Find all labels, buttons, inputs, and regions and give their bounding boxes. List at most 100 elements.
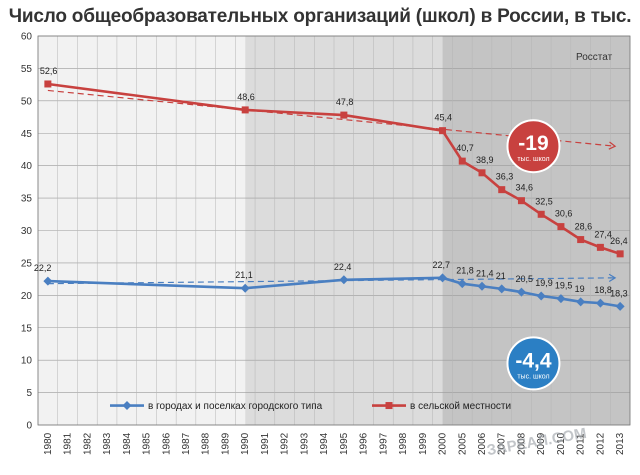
x-tick-label: 1995 <box>339 432 350 455</box>
data-label: 45,4 <box>435 113 453 123</box>
data-point <box>576 297 586 307</box>
data-label: 19 <box>575 284 585 294</box>
x-tick-label: 1989 <box>220 432 231 455</box>
x-tick-label: 1999 <box>418 432 429 455</box>
data-point <box>458 157 466 165</box>
data-point <box>536 291 546 301</box>
data-point <box>616 250 624 258</box>
data-point <box>595 298 605 308</box>
y-axis: 0 5 10 15 20 25 30 35 40 45 50 55 60 <box>21 32 33 432</box>
data-point <box>498 186 506 194</box>
data-point <box>517 197 525 205</box>
data-labels: 22,2 21,1 22,4 22,7 21,8 21,4 21 20,5 19,9 19,5 19… <box>34 66 628 298</box>
data-label: 21,1 <box>235 270 253 280</box>
y-tick-label: 25 <box>21 258 33 269</box>
y-tick-label: 30 <box>21 226 33 237</box>
x-tick-label: 1986 <box>161 432 172 455</box>
x-tick-label: 1992 <box>280 432 291 455</box>
x-tick-label: 1984 <box>122 432 133 455</box>
y-tick-label: 5 <box>26 388 32 399</box>
plot-frame <box>37 35 631 426</box>
data-label: 26,4 <box>610 236 628 246</box>
x-tick-label: 1982 <box>82 432 93 455</box>
badge-value: -4,4 <box>515 349 552 372</box>
badge-value: -19 <box>518 132 548 155</box>
x-tick-label: 1997 <box>378 432 389 455</box>
x-tick-label: 1980 <box>43 432 54 455</box>
data-label: 20,5 <box>515 274 533 284</box>
data-label: 21 <box>496 271 506 281</box>
legend-label: в сельской местности <box>410 401 511 412</box>
data-point <box>557 223 565 231</box>
x-tick-label: 1998 <box>398 432 409 455</box>
x-tick-label: 1994 <box>319 432 330 455</box>
data-label: 52,6 <box>40 66 58 76</box>
series-group <box>43 80 625 311</box>
data-label: 18,3 <box>610 288 628 298</box>
data-label: 48,6 <box>237 92 255 102</box>
trendline-arrow <box>608 273 617 283</box>
x-tick-label: 1991 <box>260 432 271 455</box>
x-tick-label: 2000 <box>438 432 449 455</box>
x-axis: 1980 1981 1982 1983 1984 1985 1986 1987 1988 1989… <box>43 432 626 455</box>
data-label: 22,7 <box>433 260 451 270</box>
trendline-arrow <box>608 141 617 150</box>
data-point <box>339 275 349 285</box>
data-point <box>556 294 566 304</box>
data-point <box>596 243 604 251</box>
y-tick-label: 40 <box>21 161 33 172</box>
x-tick-label: 1981 <box>63 432 74 455</box>
data-label: 19,9 <box>535 278 553 288</box>
y-tick-label: 10 <box>21 356 33 367</box>
data-label: 28,6 <box>575 222 593 232</box>
badge-unit: тыс. школ <box>517 156 549 163</box>
data-point <box>44 80 52 88</box>
data-point <box>340 111 348 119</box>
x-tick-label: 2011 <box>576 433 587 455</box>
data-label: 18,8 <box>594 285 612 295</box>
data-point <box>241 106 249 114</box>
data-label: 19,5 <box>555 281 573 291</box>
y-tick-label: 20 <box>21 291 33 302</box>
data-label: 47,8 <box>336 97 354 107</box>
data-point <box>43 276 53 286</box>
badge-unit: тыс. школ <box>517 373 549 380</box>
x-tick-label: 2010 <box>556 432 567 455</box>
data-label: 34,6 <box>515 183 533 193</box>
chart-title: Число общеобразовательных организаций (ш… <box>8 6 632 27</box>
source-label: Росстат <box>576 52 613 63</box>
y-tick-label: 15 <box>21 323 33 334</box>
x-tick-label: 2013 <box>615 432 626 455</box>
y-tick-label: 55 <box>21 64 33 75</box>
x-tick-label: 1985 <box>142 432 153 455</box>
data-point <box>497 284 507 294</box>
x-tick-label: 2009 <box>536 432 547 455</box>
data-point <box>577 236 585 244</box>
data-label: 21,8 <box>456 266 474 276</box>
data-point <box>615 301 625 311</box>
x-tick-label: 2012 <box>595 432 606 455</box>
data-label: 22,2 <box>34 263 52 273</box>
data-label: 21,4 <box>476 268 494 278</box>
data-label: 32,5 <box>535 196 553 206</box>
legend-marker <box>385 402 393 410</box>
y-tick-label: 0 <box>26 421 32 432</box>
y-tick-label: 45 <box>21 129 33 140</box>
data-point <box>438 273 448 283</box>
legend-label: в городах и поселках городского типа <box>148 401 323 412</box>
x-tick-label: 1983 <box>102 432 113 455</box>
x-tick-label: 2006 <box>477 432 488 455</box>
data-label: 30,6 <box>555 209 573 219</box>
x-tick-label: 2005 <box>457 432 468 455</box>
x-tick-label: 1987 <box>181 432 192 455</box>
data-label: 38,9 <box>476 155 494 165</box>
x-tick-label: 1993 <box>299 432 310 455</box>
x-tick-label: 1990 <box>240 432 251 455</box>
x-tick-label: 1988 <box>201 432 212 455</box>
data-point <box>240 283 250 293</box>
data-point <box>439 127 447 135</box>
x-tick-label: 2007 <box>497 432 508 455</box>
data-point <box>477 281 487 291</box>
